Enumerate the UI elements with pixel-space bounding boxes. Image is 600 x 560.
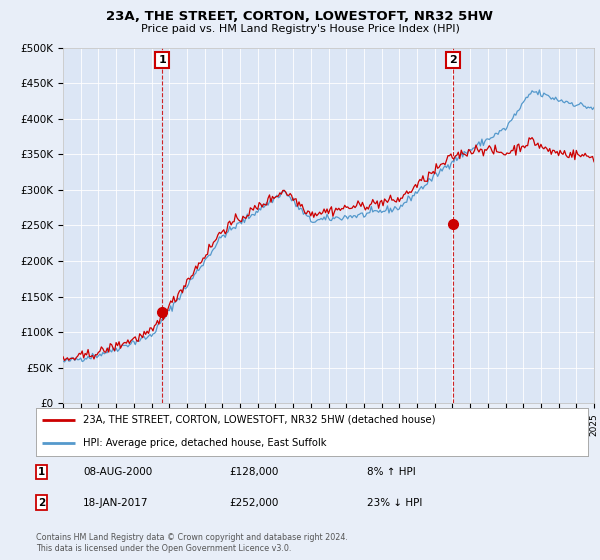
- Text: 1: 1: [38, 467, 45, 477]
- Text: 23A, THE STREET, CORTON, LOWESTOFT, NR32 5HW (detached house): 23A, THE STREET, CORTON, LOWESTOFT, NR32…: [83, 415, 436, 425]
- Text: £252,000: £252,000: [229, 498, 278, 507]
- Text: 23% ↓ HPI: 23% ↓ HPI: [367, 498, 422, 507]
- Text: 08-AUG-2000: 08-AUG-2000: [83, 467, 152, 477]
- Text: £128,000: £128,000: [229, 467, 278, 477]
- Text: HPI: Average price, detached house, East Suffolk: HPI: Average price, detached house, East…: [83, 438, 326, 448]
- Text: 18-JAN-2017: 18-JAN-2017: [83, 498, 148, 507]
- Text: 23A, THE STREET, CORTON, LOWESTOFT, NR32 5HW: 23A, THE STREET, CORTON, LOWESTOFT, NR32…: [107, 10, 493, 23]
- Text: 2: 2: [38, 498, 45, 507]
- Text: 2: 2: [449, 55, 457, 65]
- Text: 1: 1: [158, 55, 166, 65]
- Text: Contains HM Land Registry data © Crown copyright and database right 2024.
This d: Contains HM Land Registry data © Crown c…: [36, 533, 348, 553]
- Text: Price paid vs. HM Land Registry's House Price Index (HPI): Price paid vs. HM Land Registry's House …: [140, 24, 460, 34]
- Text: 8% ↑ HPI: 8% ↑ HPI: [367, 467, 416, 477]
